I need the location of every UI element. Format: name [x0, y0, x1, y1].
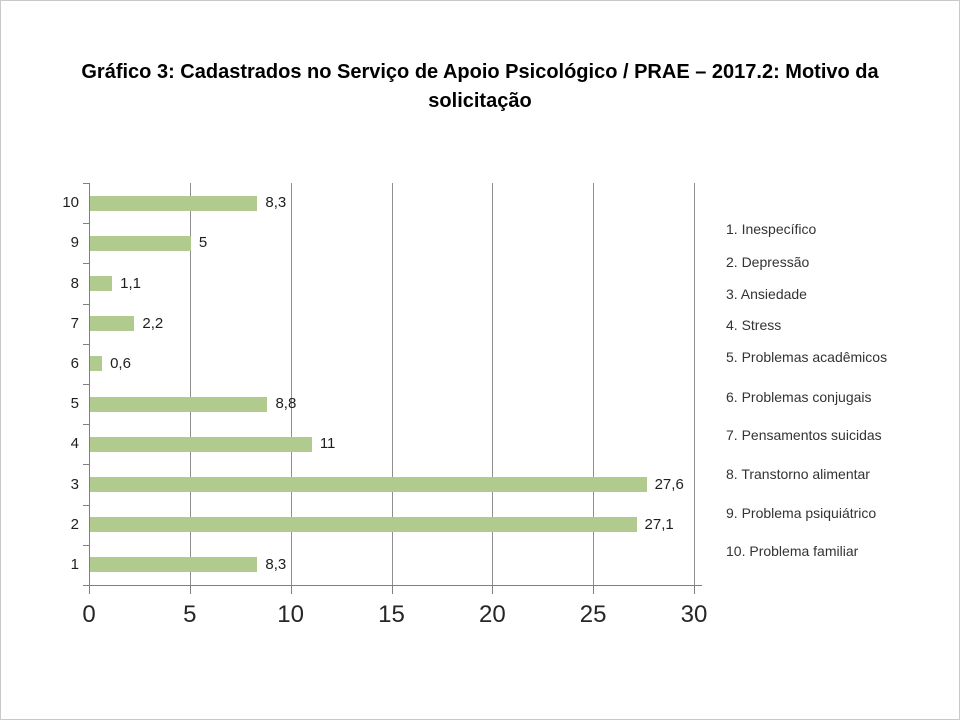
bar-value-label: 8,8	[275, 395, 297, 413]
gridline	[391, 183, 393, 585]
bar-value-label: 2,2	[142, 314, 164, 332]
chart-title-line2: solicitação	[428, 90, 532, 112]
bar	[90, 436, 312, 452]
gridline	[593, 183, 595, 585]
legend-item: 2. Depressão	[726, 254, 810, 270]
bar	[90, 557, 258, 573]
y-axis-tick	[83, 504, 89, 506]
legend-item: 9. Problema psiquiátrico	[726, 505, 877, 521]
category-label: 2	[70, 515, 79, 533]
legend-item: 8. Transtorno alimentar	[726, 466, 870, 482]
y-axis-tick	[83, 303, 89, 305]
bar-value-label: 1,1	[120, 274, 142, 292]
bar-value-label: 27,1	[644, 515, 674, 533]
x-axis-tick	[593, 585, 595, 594]
bar-value-label: 8,3	[265, 555, 287, 573]
category-label: 8	[70, 274, 79, 292]
x-tick-label: 30	[680, 601, 708, 628]
y-axis-tick	[83, 384, 89, 385]
category-label: 9	[70, 234, 79, 252]
x-tick-label: 5	[183, 601, 197, 628]
x-tick-label: 0	[82, 601, 96, 628]
y-axis-tick	[83, 343, 89, 345]
y-axis-tick	[83, 263, 89, 265]
gridline	[189, 183, 191, 585]
category-label: 5	[70, 395, 79, 413]
gridline	[694, 183, 695, 585]
bar	[90, 517, 637, 533]
category-label: 4	[70, 435, 79, 453]
chart-title-line1: Gráfico 3: Cadastrados no Serviço de Apo…	[81, 61, 879, 83]
x-tick-label: 15	[378, 601, 405, 628]
legend-item: 6. Problemas conjugais	[726, 389, 872, 405]
x-tick-label: 10	[277, 601, 304, 628]
category-label: 3	[70, 475, 79, 493]
bar	[90, 477, 647, 492]
bar	[90, 195, 258, 211]
x-axis-tick	[290, 585, 292, 594]
bar-value-label: 5	[198, 234, 208, 252]
category-label: 7	[70, 314, 79, 332]
gridline	[492, 183, 494, 585]
x-axis-tick	[391, 585, 393, 594]
category-label: 10	[62, 194, 79, 212]
legend-item: 5. Problemas acadêmicos	[726, 349, 888, 365]
bar-value-label: 0,6	[110, 354, 131, 372]
legend-item: 10. Problema familiar	[726, 543, 859, 559]
bar-value-label: 8,3	[265, 194, 287, 212]
chart-title: Gráfico 3: Cadastrados no Serviço de Apo…	[41, 58, 919, 116]
legend-item: 7. Pensamentos suicidas	[726, 427, 882, 443]
legend-item: 1. Inespecífico	[726, 221, 817, 237]
y-axis-tick	[83, 585, 89, 586]
bar-value-label: 27,6	[654, 475, 684, 493]
bar-value-label: 11	[319, 435, 336, 453]
legend-item: 4. Stress	[726, 317, 782, 333]
x-axis-tick	[694, 585, 695, 594]
bar	[90, 356, 103, 372]
category-label: 6	[70, 354, 79, 372]
bar	[90, 316, 135, 332]
bar	[90, 396, 268, 412]
x-axis-tick	[89, 585, 90, 594]
x-tick-label: 25	[579, 601, 607, 628]
y-axis-tick	[83, 424, 89, 426]
bar	[90, 276, 113, 291]
x-axis-tick	[492, 585, 494, 594]
y-axis-tick	[83, 464, 89, 466]
x-tick-label: 20	[478, 601, 506, 628]
x-axis-line	[83, 585, 702, 586]
bar	[90, 235, 191, 251]
legend-item: 3. Ansiedade	[726, 286, 807, 302]
y-axis-line	[89, 183, 90, 585]
y-axis-tick	[83, 544, 89, 546]
x-axis-tick	[189, 585, 191, 594]
gridline	[290, 183, 292, 585]
y-axis-tick	[83, 223, 89, 225]
y-axis-tick	[83, 183, 89, 184]
category-label: 1	[70, 555, 79, 573]
